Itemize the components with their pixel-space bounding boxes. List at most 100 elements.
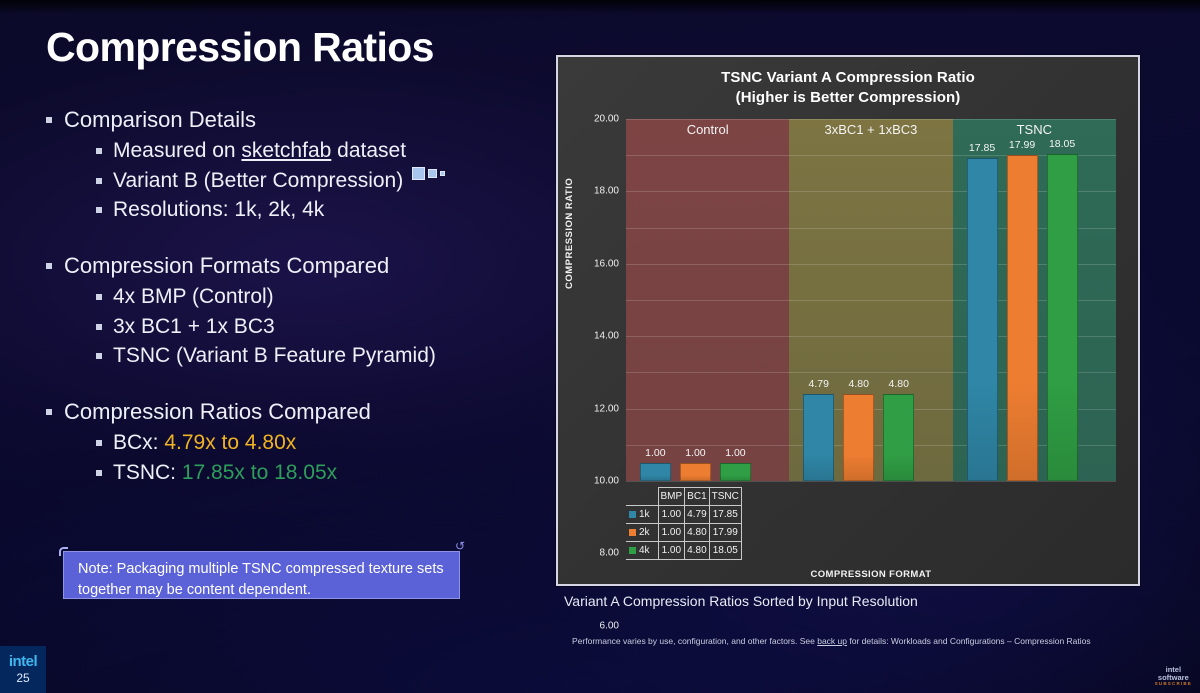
y-axis-tick: 10.00	[593, 475, 619, 487]
table-cell: 1.00	[657, 541, 686, 560]
chart-title: TSNC Variant A Compression Ratio (Higher…	[558, 57, 1138, 109]
gridline: 16.00	[594, 191, 1116, 269]
bullet-item: Comparison Details	[46, 105, 546, 135]
bar-value-label: 1.00	[645, 446, 666, 459]
bullet-spacer	[46, 224, 546, 246]
sketchfab-underlined: sketchfab	[241, 138, 332, 162]
y-axis-tick: 16.00	[593, 258, 619, 270]
table-body: 1k 1.00 4.79 17.85 2k 1.00 4.80 17.99 4k 1.00 4.80…	[626, 505, 742, 560]
intel-software-line3: SUBSCRIBE	[1154, 681, 1192, 687]
chart-title-line1: TSNC Variant A Compression Ratio	[721, 69, 975, 86]
legend-swatch	[629, 529, 636, 536]
bullet-text: TSNC: 17.85x to 18.05x	[113, 459, 337, 487]
x-axis-title: COMPRESSION FORMAT	[810, 569, 932, 580]
table-cell: 1.00	[657, 505, 686, 524]
bar[interactable]: 1.00	[719, 447, 751, 481]
bullet-text: 3x BC1 + 1x BC3	[113, 314, 275, 338]
gridline: 14.00	[594, 227, 1116, 342]
zone-label: 3xBC1 + 1xBC3	[824, 122, 918, 137]
bar-value-label: 17.99	[1008, 139, 1036, 152]
bcx-label: BCx:	[113, 431, 165, 455]
bullet-text: Measured on sketchfab dataset	[113, 138, 407, 162]
gridline: 0.00	[626, 481, 1116, 482]
bullet-marker-icon	[96, 147, 102, 154]
bar[interactable]: 17.85	[966, 142, 998, 481]
footnote-after: for details: Workloads and Configuration…	[847, 636, 1091, 646]
chart-panel: TSNC Variant A Compression Ratio (Higher…	[556, 55, 1140, 693]
zone-label: Control	[686, 122, 729, 137]
table-col-bc1: BC1	[684, 487, 710, 506]
legend-swatch	[629, 547, 636, 554]
bullet-text: TSNC (Variant B Feature Pyramid)	[113, 344, 436, 368]
table-header-row: BMP BC1 TSNC	[626, 487, 742, 506]
bar[interactable]: 4.80	[883, 378, 915, 481]
bullet-text: BCx: 4.79x to 4.80x	[113, 429, 296, 457]
gridline: 8.00	[600, 336, 1116, 559]
bar-value-label: 1.00	[685, 446, 706, 459]
bar[interactable]: 1.00	[679, 447, 711, 481]
rotate-handle-icon[interactable]: ↺	[455, 539, 466, 553]
bullet-marker-icon	[96, 177, 102, 184]
chart-caption: Variant A Compression Ratios Sorted by I…	[564, 593, 918, 609]
footnote-before: Performance varies by use, configuration…	[572, 636, 818, 646]
bullet-text: Compression Formats Compared	[64, 253, 390, 279]
table-col-bmp: BMP	[657, 487, 686, 506]
gridline: 18.00	[594, 155, 1116, 197]
y-axis-title: COMPRESSION RATIO	[564, 177, 575, 289]
bullet-marker-icon	[46, 263, 52, 270]
bullet-marker-icon	[96, 353, 102, 360]
bullet-marker-icon	[96, 207, 102, 214]
bullet-item: Compression Ratios Compared	[46, 397, 546, 427]
bar[interactable]: 17.99	[1006, 139, 1038, 481]
table-corner	[626, 488, 658, 506]
page-title: Compression Ratios	[46, 24, 434, 70]
bullet-marker-icon	[96, 469, 102, 476]
bullet-text: Compression Ratios Compared	[64, 399, 371, 425]
table-row-header: 1k	[626, 505, 659, 524]
back-up-link[interactable]: back up	[817, 636, 847, 646]
table-row: 1k 1.00 4.79 17.85	[626, 505, 742, 524]
bar[interactable]: 18.05	[1046, 138, 1078, 481]
footnote: Performance varies by use, configuration…	[572, 636, 1172, 646]
y-axis-tick: 20.00	[593, 113, 619, 125]
bullet-item: 3x BC1 + 1x BC3	[46, 313, 546, 341]
bullet-item: Variant B (Better Compression)	[46, 166, 546, 195]
gridline: 10.00	[594, 300, 1116, 487]
intel-software-logo: intel software SUBSCRIBE	[1154, 665, 1192, 687]
bar-group: 17.85 17.99 18.05	[953, 119, 1116, 481]
zone-control: Control	[626, 119, 790, 481]
chart-title-line2: (Higher is Better Compression)	[735, 89, 961, 107]
zone-label: TSNC	[1016, 122, 1052, 137]
bullet-item: Measured on sketchfab dataset	[46, 137, 546, 165]
bar[interactable]: 1.00	[639, 447, 671, 481]
bullet-item: BCx: 4.79x to 4.80x	[46, 429, 546, 457]
table-header: BMP BC1 TSNC	[626, 487, 742, 506]
intel-logo-word: intel	[8, 652, 38, 670]
table-cell: 18.05	[708, 541, 742, 560]
y-axis-tick: 8.00	[599, 547, 619, 559]
table-cell: 17.99	[708, 523, 742, 542]
bar-value-label: 4.80	[888, 378, 909, 391]
table-cell: 4.80	[684, 523, 710, 542]
bar[interactable]: 4.80	[843, 378, 875, 481]
bullet-item: 4x BMP (Control)	[46, 283, 546, 311]
y-axis-tick: 14.00	[593, 330, 619, 342]
legend-swatch	[629, 511, 636, 518]
bar-value-label: 17.85	[968, 141, 996, 154]
bcx-value: 4.79x to 4.80x	[164, 431, 297, 455]
plot-area: Control 3xBC1 + 1xBC3 TSNC 0.002.004.006…	[594, 114, 1116, 693]
y-axis-tick: 6.00	[599, 620, 619, 632]
bullet-text: Comparison Details	[64, 107, 256, 132]
tsnc-label: TSNC:	[113, 460, 182, 484]
intel-logo: intel 25	[0, 646, 46, 693]
resize-handle-icon[interactable]	[59, 547, 68, 556]
table-cell: 4.79	[684, 505, 710, 524]
intel-logo-year: 25	[16, 670, 30, 685]
data-table: BMP BC1 TSNC 1k 1.00 4.79 17.85 2k 1.00 4.80 17…	[626, 487, 742, 560]
table-cell: 17.85	[708, 505, 742, 524]
bar[interactable]: 4.79	[803, 378, 835, 481]
table-cell: 4.80	[684, 541, 710, 560]
bar-value-label: 1.00	[725, 446, 746, 459]
y-axis-tick: 12.00	[593, 403, 619, 415]
